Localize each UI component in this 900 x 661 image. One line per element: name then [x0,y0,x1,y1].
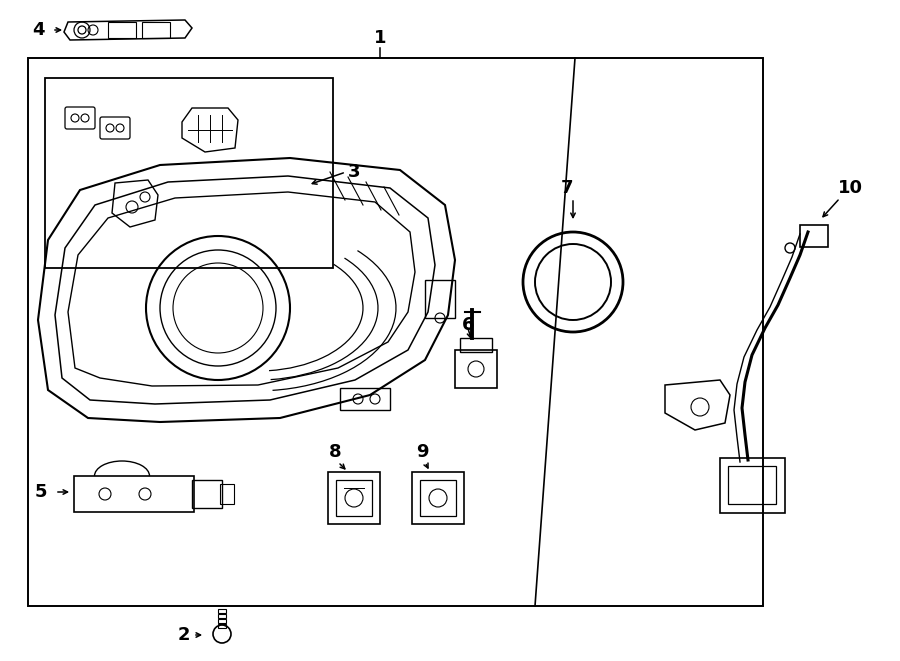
Bar [45,78,333,268]
Bar [340,388,390,410]
Bar [720,458,785,513]
Bar [420,480,456,516]
Bar [328,472,380,524]
Bar [192,480,222,508]
Bar [728,466,776,504]
Bar [336,480,372,516]
Text: 5: 5 [35,483,48,501]
Text: 4: 4 [32,21,44,39]
Bar [800,225,828,247]
Bar [218,614,226,618]
Bar [28,58,763,606]
Text: 3: 3 [348,163,361,181]
Bar [218,609,226,613]
Text: 7: 7 [561,179,573,197]
Bar [425,280,455,318]
Bar [220,484,234,504]
Bar [74,476,194,512]
Text: 10: 10 [838,179,863,197]
Bar [218,624,226,628]
Bar [460,338,492,352]
Text: 8: 8 [328,443,341,461]
Bar [142,22,170,38]
Text: 6: 6 [462,316,474,334]
Bar [412,472,464,524]
Bar [218,619,226,623]
Text: 2: 2 [177,626,190,644]
Bar [108,22,136,38]
Text: 9: 9 [416,443,428,461]
Text: 1: 1 [374,29,386,47]
Bar [455,350,497,388]
